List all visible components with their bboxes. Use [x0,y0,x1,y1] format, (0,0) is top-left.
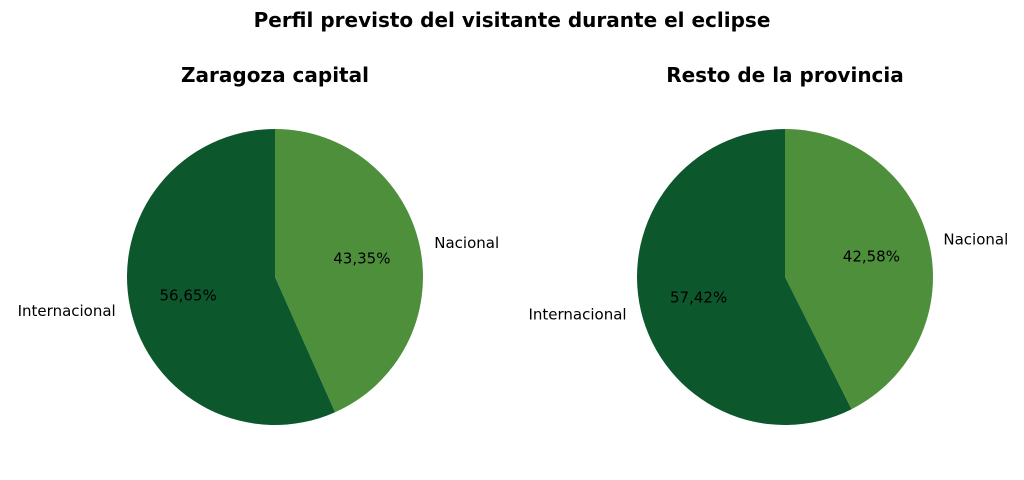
pie-title: Resto de la provincia [666,63,904,87]
slice-value-internacional: 57,42% [670,289,727,307]
pie-chart-1: Zaragoza capital Nacional 43,35% Internacio… [18,63,499,425]
slice-value-nacional: 43,35% [333,250,390,268]
slice-value-nacional: 42,58% [843,247,900,265]
slice-label-internacional: Internacional [528,306,626,324]
figure-title: Perfil previsto del visitante durante el… [253,8,771,32]
slice-value-internacional: 56,65% [160,286,217,304]
pie-title: Zaragoza capital [181,63,369,87]
slice-label-internacional: Internacional [18,302,116,320]
pie-slice-internacional [126,129,336,425]
pie-chart-2: Resto de la provincia Nacional 42,58% Inter… [528,63,1008,425]
slice-label-nacional: Nacional [434,234,499,252]
pie-slice-nacional [785,129,934,410]
pie-slice-internacional [637,129,852,425]
slice-label-nacional: Nacional [943,230,1008,248]
pie-slice-nacional [275,129,423,413]
